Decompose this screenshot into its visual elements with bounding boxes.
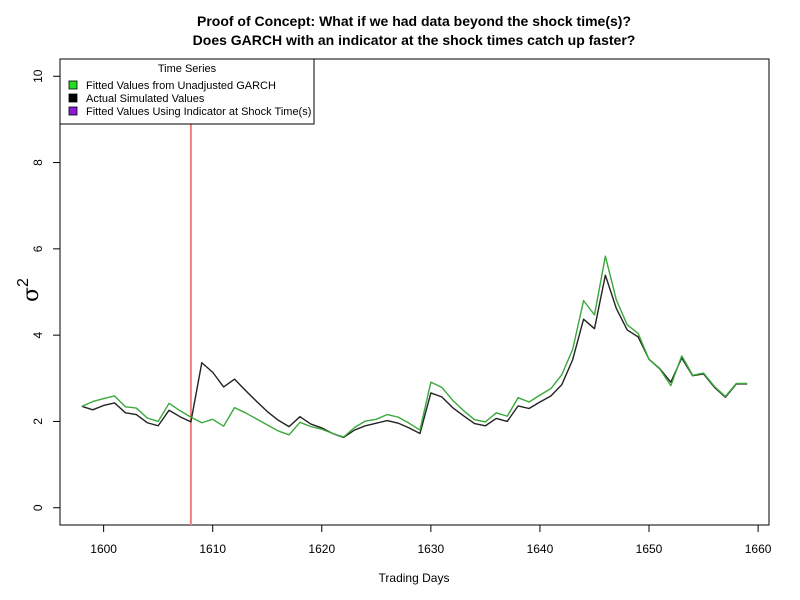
y-tick-label: 6 bbox=[31, 245, 45, 252]
legend-item: Actual Simulated Values bbox=[68, 93, 205, 105]
x-axis: 1600 1610 1620 1630 1640 1650 1660 bbox=[90, 524, 772, 556]
plot-frame bbox=[59, 58, 770, 526]
legend-item: Fitted Values from Unadjusted GARCH bbox=[68, 80, 276, 92]
y-tick-label: 2 bbox=[31, 418, 45, 425]
legend-label-unadjusted-garch: Fitted Values from Unadjusted GARCH bbox=[86, 80, 276, 92]
legend-swatch-indicator bbox=[68, 106, 78, 116]
series-layer bbox=[81, 255, 748, 439]
x-tick-label: 1610 bbox=[199, 542, 226, 556]
x-axis-label: Trading Days bbox=[379, 571, 450, 585]
y-tick-label: 0 bbox=[31, 504, 45, 511]
y-axis-label-exponent: 2 bbox=[15, 278, 32, 287]
legend-label-actual: Actual Simulated Values bbox=[86, 93, 205, 105]
chart-subtitle: Does GARCH with an indicator at the shoc… bbox=[193, 32, 636, 48]
legend-item: Fitted Values Using Indicator at Shock T… bbox=[68, 106, 311, 118]
y-axis-label: σ2 bbox=[15, 278, 44, 302]
chart-title: Proof of Concept: What if we had data be… bbox=[197, 13, 631, 29]
legend: Time Series Fitted Values from Unadjuste… bbox=[59, 58, 315, 125]
x-tick-label: 1620 bbox=[308, 542, 335, 556]
legend-swatch-unadjusted-garch bbox=[68, 80, 78, 90]
y-tick-label: 4 bbox=[31, 331, 45, 338]
x-tick-label: 1600 bbox=[90, 542, 117, 556]
legend-swatch-actual bbox=[68, 93, 78, 103]
series-line-fitted-values-from-unadjusted-garch bbox=[81, 255, 748, 438]
x-tick-label: 1660 bbox=[745, 542, 772, 556]
legend-box bbox=[59, 58, 315, 125]
legend-label-indicator: Fitted Values Using Indicator at Shock T… bbox=[86, 106, 311, 118]
y-tick-label: 8 bbox=[31, 159, 45, 166]
svg-text:σ2: σ2 bbox=[15, 278, 44, 302]
x-tick-label: 1650 bbox=[636, 542, 663, 556]
y-axis: 0 2 4 6 8 10 bbox=[31, 69, 61, 511]
x-tick-label: 1640 bbox=[527, 542, 554, 556]
x-tick-label: 1630 bbox=[418, 542, 445, 556]
legend-title: Time Series bbox=[158, 63, 217, 75]
y-axis-label-sigma: σ bbox=[19, 287, 44, 302]
series-line-actual-simulated-values bbox=[81, 274, 748, 439]
y-tick-label: 10 bbox=[31, 69, 45, 83]
